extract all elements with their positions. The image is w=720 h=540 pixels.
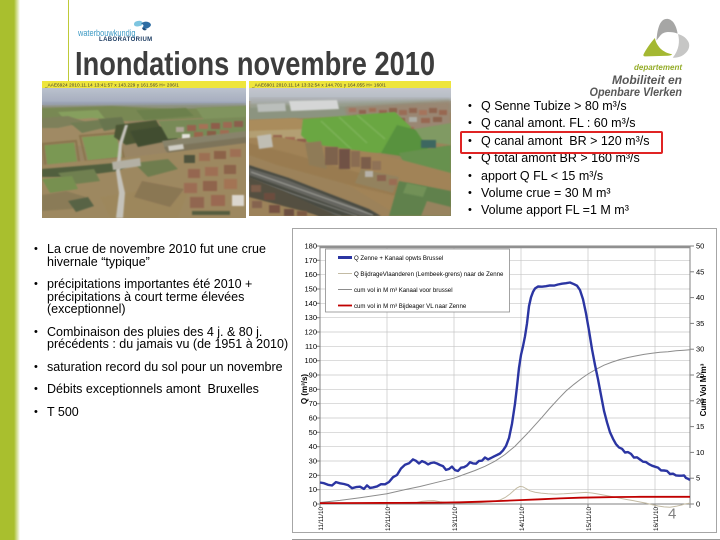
svg-text:60: 60 <box>309 414 317 423</box>
svg-text:13/11/10: 13/11/10 <box>452 507 459 532</box>
svg-text:14/11/10: 14/11/10 <box>519 507 526 532</box>
svg-text:180: 180 <box>304 242 317 251</box>
svg-text:40: 40 <box>309 442 317 451</box>
svg-text:150: 150 <box>304 285 317 294</box>
svg-text:0: 0 <box>313 500 317 509</box>
svg-text:35: 35 <box>696 319 704 328</box>
svg-text:100: 100 <box>304 356 317 365</box>
svg-text:cum vol in M m³ Bijdeager VL n: cum vol in M m³ Bijdeager VL naar Zenne <box>354 303 467 310</box>
svg-text:Q Zenne + Kanaal opwts Brussel: Q Zenne + Kanaal opwts Brussel <box>354 255 443 262</box>
svg-text:_AAE6901 2010.11.14 13:32:54: _AAE6901 2010.11.14 13:32:54 x 144.701 y… <box>251 82 386 87</box>
svg-text:cum vol in M m³ Kanaal voor br: cum vol in M m³ Kanaal voor brussel <box>354 287 453 294</box>
svg-text:140: 140 <box>304 299 317 308</box>
svg-text:40: 40 <box>696 293 704 302</box>
svg-text:160: 160 <box>304 270 317 279</box>
svg-text:50: 50 <box>309 428 317 437</box>
svg-text:20: 20 <box>696 396 704 405</box>
svg-text:25: 25 <box>696 371 704 380</box>
svg-text:16/11/10: 16/11/10 <box>653 507 660 532</box>
svg-text:_AAE6924 2010.11.14 13:41:57: _AAE6924 2010.11.14 13:41:57 x 143.229 y… <box>44 82 179 87</box>
svg-text:90: 90 <box>309 371 317 380</box>
svg-text:5: 5 <box>696 474 700 483</box>
svg-text:30: 30 <box>309 457 317 466</box>
svg-text:70: 70 <box>309 399 317 408</box>
svg-text:30: 30 <box>696 345 704 354</box>
svg-text:50: 50 <box>696 242 704 251</box>
svg-text:Q BijdrageVlaanderen (Lembeek-: Q BijdrageVlaanderen (Lembeek-grens) naa… <box>354 271 504 278</box>
svg-text:10: 10 <box>696 448 704 457</box>
svg-text:11/11/10: 11/11/10 <box>318 507 325 531</box>
svg-text:15: 15 <box>696 422 704 431</box>
svg-text:4: 4 <box>668 506 676 523</box>
svg-text:10: 10 <box>309 485 317 494</box>
svg-text:20: 20 <box>309 471 317 480</box>
svg-text:80: 80 <box>309 385 317 394</box>
svg-text:170: 170 <box>304 256 317 265</box>
svg-text:120: 120 <box>304 328 317 337</box>
svg-text:45: 45 <box>696 267 704 276</box>
svg-text:15/11/10: 15/11/10 <box>586 507 593 532</box>
svg-text:12/11/10: 12/11/10 <box>385 507 392 532</box>
svg-text:130: 130 <box>304 313 317 322</box>
svg-text:0: 0 <box>696 500 700 509</box>
svg-text:Q (m³/s): Q (m³/s) <box>300 374 309 405</box>
svg-text:110: 110 <box>305 342 317 351</box>
svg-text:Cum Vol M m³: Cum Vol M m³ <box>699 363 708 416</box>
